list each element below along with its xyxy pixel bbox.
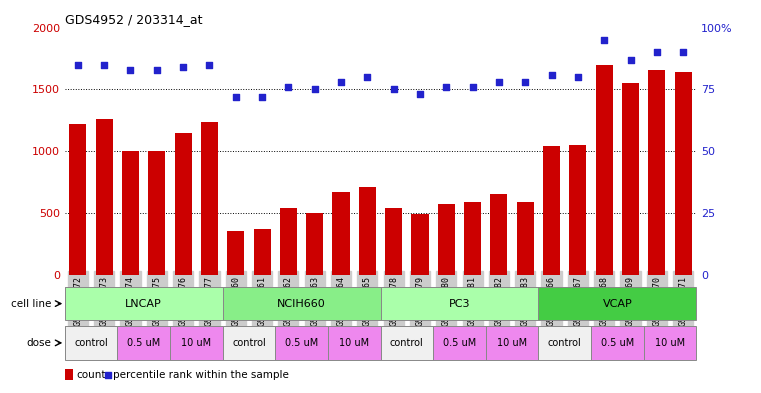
Point <box>493 79 505 85</box>
Text: control: control <box>390 338 424 348</box>
Bar <box>539 326 591 360</box>
Text: 0.5 uM: 0.5 uM <box>285 338 318 348</box>
Bar <box>65 287 223 320</box>
Point <box>203 61 215 68</box>
Bar <box>275 326 328 360</box>
Point <box>124 66 136 73</box>
Point <box>598 37 610 43</box>
Text: control: control <box>232 338 266 348</box>
Bar <box>539 287 696 320</box>
Text: 10 uM: 10 uM <box>497 338 527 348</box>
Bar <box>306 213 323 275</box>
Bar <box>223 326 275 360</box>
Point <box>361 74 374 80</box>
Bar <box>65 326 117 360</box>
Bar <box>412 214 428 275</box>
Point <box>282 84 295 90</box>
Text: control: control <box>74 338 108 348</box>
Point <box>309 86 321 92</box>
Text: 0.5 uM: 0.5 uM <box>600 338 634 348</box>
Bar <box>433 326 486 360</box>
Text: PC3: PC3 <box>449 299 470 309</box>
Bar <box>543 146 560 275</box>
Bar <box>438 204 455 275</box>
Text: count: count <box>77 370 107 380</box>
Point <box>572 74 584 80</box>
Bar <box>380 287 539 320</box>
Bar <box>328 326 380 360</box>
Bar <box>486 326 539 360</box>
Bar <box>223 287 380 320</box>
Point <box>102 372 114 378</box>
Text: 10 uM: 10 uM <box>181 338 212 348</box>
Text: dose: dose <box>27 338 52 348</box>
Point <box>72 61 84 68</box>
Bar <box>622 83 639 275</box>
Bar <box>122 151 139 275</box>
Bar <box>170 326 223 360</box>
Bar <box>174 133 192 275</box>
Text: control: control <box>548 338 581 348</box>
Bar <box>385 208 403 275</box>
Bar <box>148 151 165 275</box>
Text: 0.5 uM: 0.5 uM <box>127 338 161 348</box>
Bar <box>591 326 644 360</box>
Bar <box>569 145 587 275</box>
Point <box>677 49 689 55</box>
Point <box>151 66 163 73</box>
Point <box>387 86 400 92</box>
Bar <box>228 231 244 275</box>
Point <box>440 84 452 90</box>
Bar <box>333 192 349 275</box>
Bar <box>648 70 665 275</box>
Bar <box>464 202 481 275</box>
Bar <box>65 369 73 380</box>
Text: 0.5 uM: 0.5 uM <box>443 338 476 348</box>
Point <box>651 49 663 55</box>
Text: LNCAP: LNCAP <box>126 299 162 309</box>
Text: percentile rank within the sample: percentile rank within the sample <box>113 370 288 380</box>
Bar <box>380 326 433 360</box>
Point <box>546 72 558 78</box>
Bar <box>253 229 271 275</box>
Point <box>177 64 189 70</box>
Bar <box>280 208 297 275</box>
Point <box>335 79 347 85</box>
Text: VCAP: VCAP <box>603 299 632 309</box>
Point <box>98 61 110 68</box>
Bar <box>596 64 613 275</box>
Point <box>625 57 637 63</box>
Text: 10 uM: 10 uM <box>655 338 685 348</box>
Text: cell line: cell line <box>11 299 52 309</box>
Point <box>230 94 242 100</box>
Text: 10 uM: 10 uM <box>339 338 369 348</box>
Point <box>414 91 426 97</box>
Bar <box>644 326 696 360</box>
Bar <box>517 202 533 275</box>
Bar <box>96 119 113 275</box>
Text: NCIH660: NCIH660 <box>277 299 326 309</box>
Bar <box>117 326 170 360</box>
Bar <box>201 121 218 275</box>
Bar <box>69 124 87 275</box>
Bar <box>490 194 508 275</box>
Point <box>466 84 479 90</box>
Bar <box>358 187 376 275</box>
Point <box>519 79 531 85</box>
Text: GDS4952 / 203314_at: GDS4952 / 203314_at <box>65 13 202 26</box>
Bar <box>674 72 692 275</box>
Point <box>256 94 268 100</box>
